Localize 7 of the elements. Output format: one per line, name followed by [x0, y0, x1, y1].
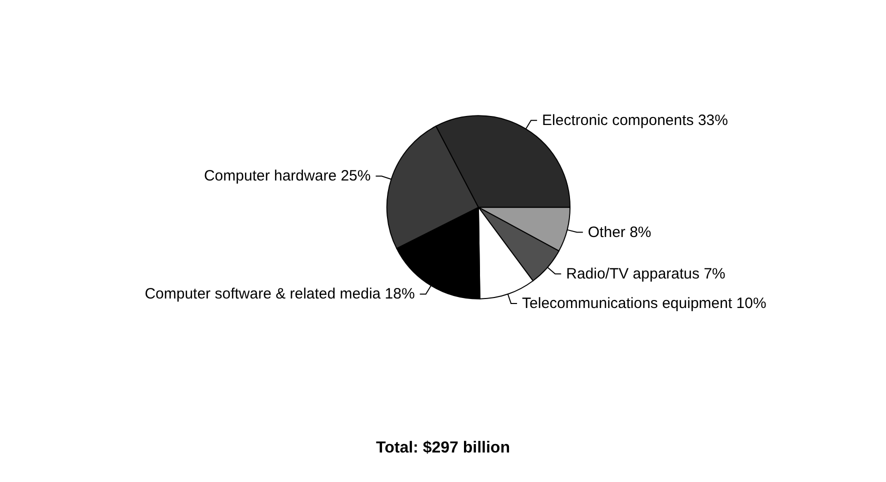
slice-label: Computer software & related media 18% [144, 286, 415, 303]
slice-label: Computer hardware 25% [204, 168, 371, 185]
slice-label: Electronic components 33% [542, 112, 728, 129]
slice-label: Telecommunications equipment 10% [522, 294, 766, 312]
slice-label: Other 8% [588, 224, 652, 241]
text: Total: $297 billion [376, 440, 510, 456]
slice-label: Radio/TV apparatus 7% [566, 265, 726, 282]
